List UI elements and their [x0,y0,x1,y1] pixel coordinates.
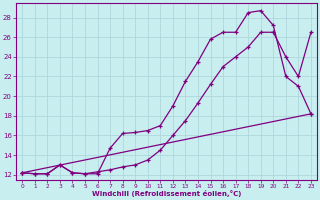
X-axis label: Windchill (Refroidissement éolien,°C): Windchill (Refroidissement éolien,°C) [92,190,241,197]
